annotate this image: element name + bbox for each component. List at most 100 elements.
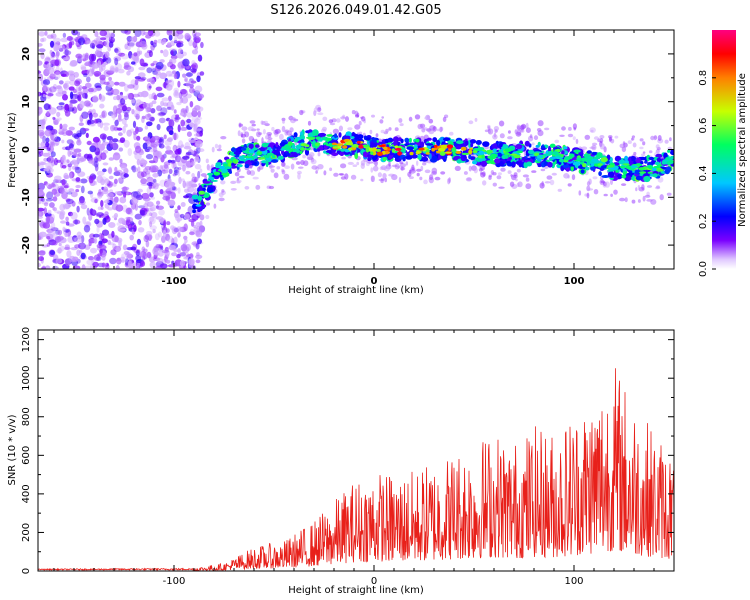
spectrogram-cell <box>105 92 113 96</box>
spectrogram-cell <box>116 257 122 265</box>
spectrogram-cell <box>176 30 184 35</box>
spectrogram-cell <box>69 91 74 100</box>
spectrogram-cell <box>62 226 66 232</box>
spectrogram-cell <box>66 250 72 258</box>
spectrogram-cell <box>140 76 147 81</box>
spectrogram-cell <box>158 117 166 124</box>
spectrogram-cell <box>72 133 78 138</box>
spectrogram-cell <box>637 199 641 203</box>
spectrogram-cell <box>420 141 425 147</box>
spectrogram-cell <box>436 139 441 146</box>
spectrogram-cell <box>590 166 596 171</box>
spectrogram-cell <box>148 77 155 81</box>
spectrogram-cell <box>64 110 71 117</box>
spectrogram-cell <box>470 156 476 160</box>
spectrogram-cell <box>93 237 98 244</box>
spectrogram-cell <box>525 127 531 133</box>
spectrogram-cell <box>61 139 65 144</box>
spectrogram-cell <box>563 146 568 150</box>
spectrogram-cell <box>221 189 225 193</box>
spectrogram-cell <box>165 70 173 77</box>
spectrogram-cell <box>180 144 185 148</box>
spectrogram-cell <box>405 155 413 160</box>
spectrogram-cell <box>156 92 165 98</box>
spectrogram-cell <box>137 91 144 98</box>
spectrogram-cell <box>481 154 486 159</box>
spectrogram-cell <box>135 249 140 257</box>
spectrogram-cell <box>84 82 92 89</box>
spectrogram-cell <box>165 80 169 84</box>
spectrogram-cell <box>46 236 51 240</box>
spectrogram-cell <box>496 175 502 180</box>
spectrogram-cell <box>359 131 363 135</box>
spectrogram-cell <box>394 145 399 148</box>
spectrogram-cell <box>482 141 490 148</box>
spectrogram-cell <box>399 123 404 127</box>
spectrogram-cell <box>498 120 505 127</box>
spectrogram-cell <box>425 143 434 146</box>
spectrogram-cell <box>58 242 62 247</box>
spectrogram-cell <box>281 170 286 175</box>
spectrogram-cell <box>54 71 61 80</box>
spectrogram-cell <box>91 209 95 215</box>
spectrogram-cell <box>597 163 603 167</box>
spectrogram-cell <box>548 145 552 153</box>
spectrogram-cell <box>137 171 145 179</box>
y-tick-label: 0 <box>21 146 32 153</box>
spectrogram-cell <box>650 135 655 141</box>
spectrogram-cell <box>50 59 58 66</box>
spectrogram-cell <box>78 85 83 92</box>
spectrogram-cell <box>251 123 256 127</box>
spectrogram-cell <box>188 39 193 47</box>
spectrogram-cell <box>126 70 131 76</box>
spectrogram-cell <box>165 228 170 234</box>
spectrogram-cell <box>135 103 139 111</box>
spectrogram-cell <box>92 62 96 71</box>
spectrogram-cell <box>70 191 78 198</box>
spectrogram-cell <box>610 179 613 186</box>
spectrogram-cell <box>351 110 356 115</box>
spectrogram-cell <box>306 154 313 160</box>
spectrogram-cell <box>426 149 430 153</box>
spectrogram-cell <box>156 257 163 263</box>
spectrogram-cell <box>551 172 557 176</box>
spectrogram-cell <box>93 181 98 186</box>
spectrogram-cell <box>97 122 101 127</box>
spectrogram-cell <box>196 75 201 83</box>
spectrogram-cell <box>182 155 190 160</box>
snr-xlabel: Height of straight line (km) <box>288 585 424 596</box>
spectrogram-cell <box>112 243 117 250</box>
spectrogram-cell <box>388 127 392 131</box>
spectrogram-cell <box>137 188 143 193</box>
spectrogram-cell <box>72 219 81 225</box>
spectrogram-cell <box>195 128 202 132</box>
spectrogram-cell <box>38 207 45 212</box>
spectrogram-cell <box>164 249 170 257</box>
spectrogram-cell <box>87 87 94 93</box>
spectrogram-cell <box>101 96 106 102</box>
spectrogram-cell <box>525 122 529 129</box>
spectrogram-cell <box>100 37 107 41</box>
spectrogram-cell <box>144 210 152 217</box>
spectrogram-cell <box>159 72 168 80</box>
y-tick-label: 10 <box>21 95 32 109</box>
spectrogram-cell <box>572 161 581 166</box>
spectrogram-cell <box>646 185 653 188</box>
spectrogram-cell <box>71 30 78 36</box>
spectrogram-cell <box>161 97 169 102</box>
spectrogram-cell <box>469 147 474 150</box>
spectrogram-cell <box>136 135 141 141</box>
spectrogram-cell <box>153 178 157 184</box>
spectrogram-cell <box>108 242 115 246</box>
spectrogram-cell <box>106 136 113 141</box>
spectrogram-cell <box>113 171 121 177</box>
spectrogram-cell <box>53 157 59 166</box>
spectrogram-cell <box>94 198 98 204</box>
spectrogram-cell <box>112 215 118 219</box>
spectrogram-cell <box>630 155 636 162</box>
spectrogram-cell <box>52 196 58 202</box>
spectrogram-cell <box>159 143 165 149</box>
spectrogram-cell <box>350 136 355 139</box>
